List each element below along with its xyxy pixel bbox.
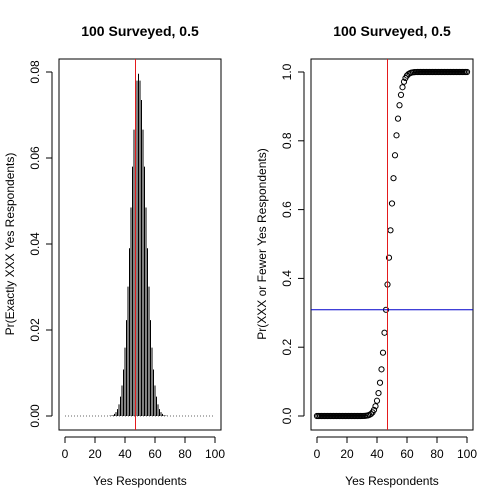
x-tick-label: 60 bbox=[148, 447, 162, 461]
x-tick-label: 0 bbox=[62, 447, 69, 461]
x-tick-label: 40 bbox=[370, 447, 384, 461]
left-x-axis-label: Yes Respondents bbox=[93, 474, 187, 488]
data-point bbox=[373, 397, 381, 404]
left-bars bbox=[109, 73, 168, 416]
data-point bbox=[372, 403, 379, 410]
y-tick-label: 0.0 bbox=[280, 407, 294, 424]
right-x-axis-label: Yes Respondents bbox=[345, 474, 439, 488]
data-point bbox=[396, 102, 403, 109]
left-y-axis: 0.00 0.02 0.04 0.06 0.08 bbox=[28, 60, 53, 428]
x-tick-label: 80 bbox=[178, 447, 192, 461]
y-tick-label: 0.4 bbox=[280, 270, 294, 287]
data-point bbox=[376, 379, 384, 386]
y-tick-label: 0.00 bbox=[28, 404, 42, 428]
y-tick-label: 1.0 bbox=[280, 63, 294, 80]
data-point bbox=[463, 68, 471, 76]
data-point bbox=[367, 410, 375, 418]
data-point bbox=[393, 132, 400, 139]
x-tick-label: 80 bbox=[430, 447, 444, 461]
right-y-axis: 0.0 0.2 0.4 0.6 0.8 1.0 bbox=[280, 63, 305, 424]
x-tick-label: 20 bbox=[88, 447, 102, 461]
data-point bbox=[375, 389, 382, 397]
left-y-axis-label: Pr(Exactly XXX Yes Respondents) bbox=[3, 153, 17, 336]
data-point bbox=[394, 115, 402, 122]
left-chart-title: 100 Surveyed, 0.5 bbox=[81, 23, 199, 39]
left-chart: 100 Surveyed, 0.5 Yes Respondents Pr(Exa… bbox=[3, 23, 225, 488]
data-point bbox=[385, 254, 393, 261]
left-plot-frame bbox=[58, 58, 222, 431]
data-point bbox=[388, 200, 396, 207]
x-tick-label: 100 bbox=[457, 447, 477, 461]
data-point bbox=[397, 91, 405, 99]
x-tick-label: 60 bbox=[400, 447, 414, 461]
right-y-axis-label: Pr(XXX or Fewer Yes Respondents) bbox=[255, 148, 269, 339]
right-points bbox=[313, 68, 471, 420]
right-plot-frame bbox=[310, 58, 474, 431]
y-tick-label: 0.06 bbox=[28, 146, 42, 170]
data-point bbox=[400, 78, 408, 85]
data-point bbox=[381, 329, 388, 336]
right-chart-title: 100 Surveyed, 0.5 bbox=[333, 23, 451, 39]
y-tick-label: 0.04 bbox=[28, 232, 42, 256]
y-tick-label: 0.8 bbox=[280, 132, 294, 149]
x-tick-label: 100 bbox=[205, 447, 225, 461]
x-tick-label: 20 bbox=[340, 447, 354, 461]
data-point bbox=[391, 152, 399, 159]
data-point bbox=[390, 175, 397, 182]
y-tick-label: 0.2 bbox=[280, 339, 294, 356]
data-point bbox=[387, 227, 394, 234]
right-chart: 100 Surveyed, 0.5 Yes Respondents Pr(XXX… bbox=[255, 23, 477, 488]
y-tick-label: 0.02 bbox=[28, 318, 42, 342]
right-x-axis: 0 20 40 60 80 100 bbox=[314, 436, 477, 461]
left-x-axis: 0 20 40 60 80 100 bbox=[62, 436, 225, 461]
x-tick-label: 40 bbox=[118, 447, 132, 461]
data-point bbox=[370, 406, 378, 414]
data-point bbox=[399, 84, 406, 91]
x-tick-label: 0 bbox=[314, 447, 321, 461]
data-point bbox=[378, 366, 385, 373]
y-tick-label: 0.6 bbox=[280, 201, 294, 218]
y-tick-label: 0.08 bbox=[28, 60, 42, 84]
data-point bbox=[379, 349, 387, 356]
